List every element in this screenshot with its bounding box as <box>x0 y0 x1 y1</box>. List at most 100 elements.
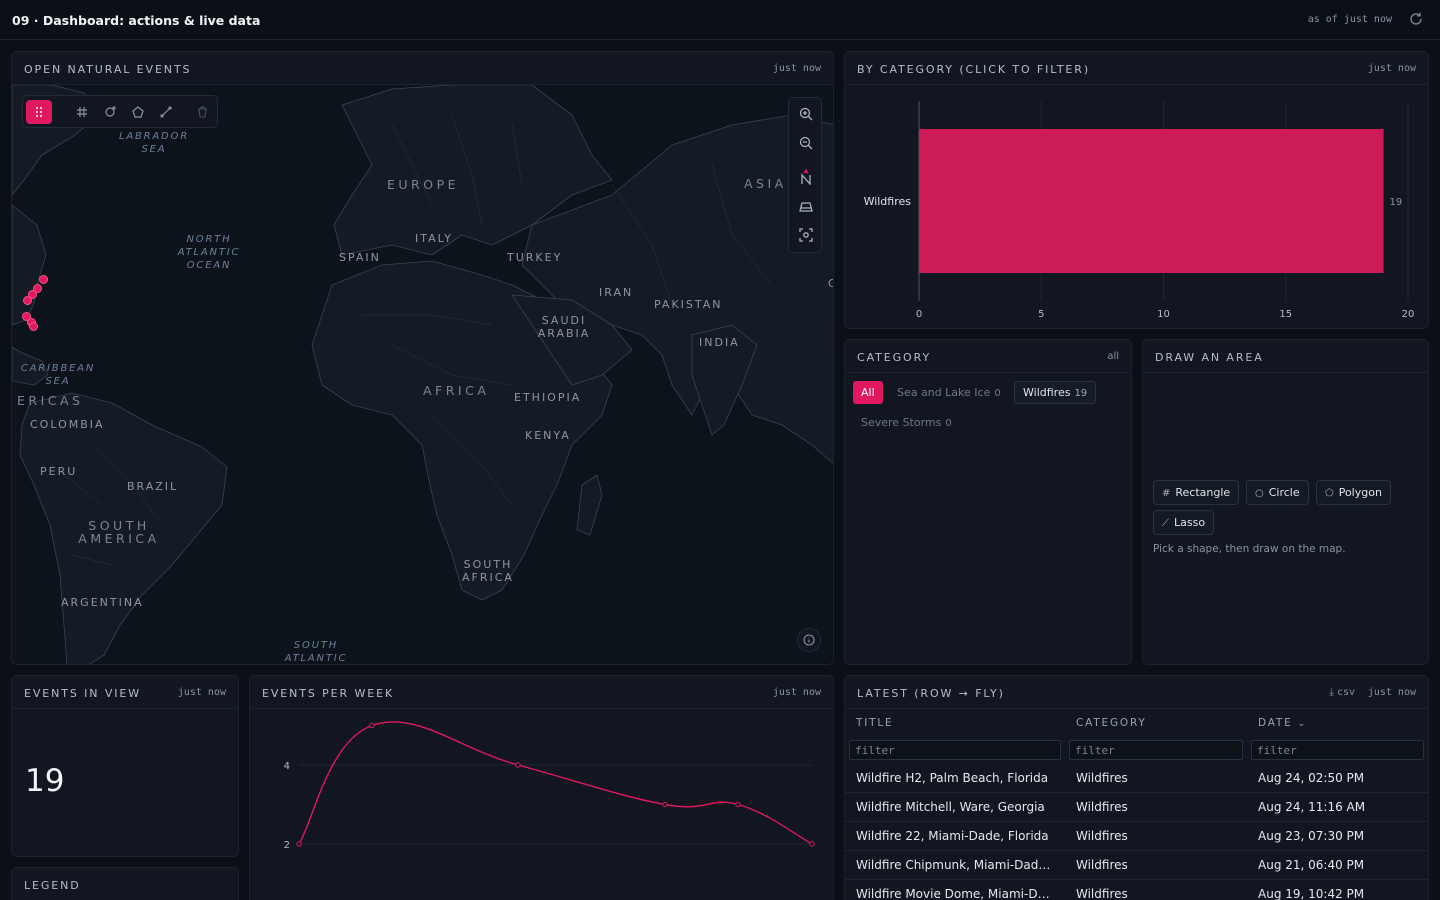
row-title: Wildfire Chipmunk, Miami-Dade, Florida <box>856 858 1056 872</box>
fit-bounds-button[interactable] <box>789 221 823 249</box>
data-point <box>662 801 668 808</box>
tilt-icon <box>799 202 813 212</box>
refresh-icon[interactable] <box>1408 11 1424 27</box>
row-date: Aug 23, 07:30 PM <box>1258 829 1365 843</box>
category-chip-sea-lake-ice[interactable]: Sea and Lake Ice 0 <box>889 381 1009 404</box>
arabia-shape <box>511 294 633 386</box>
map-label-spain: SPAIN <box>339 251 381 264</box>
zoom-in-icon <box>799 107 813 121</box>
category-chip-wildfires[interactable]: Wildfires 19 <box>1014 381 1097 404</box>
column-header-date[interactable]: DATE ⌄ <box>1258 717 1305 729</box>
map-label-argentina: ARGENTINA <box>61 596 144 609</box>
circle-shape-icon <box>105 106 116 117</box>
category-chip-severe-storms[interactable]: Severe Storms 0 <box>853 411 960 434</box>
reset-north-button[interactable] <box>789 163 823 191</box>
event-marker[interactable] <box>33 284 42 293</box>
date-filter-input[interactable] <box>1251 740 1424 760</box>
chip-label: Wildfires <box>1023 386 1071 399</box>
table-row[interactable]: Wildfire Movie Dome, Miami-Dade, Florida… <box>845 880 1428 900</box>
map-label-south-africa: SOUTH AFRICA <box>462 558 514 584</box>
chip-label: All <box>861 386 875 399</box>
category-bar-chart[interactable]: 0 5 10 15 20 Wildfires 19 <box>845 85 1429 329</box>
map-label-labrador-sea: LABRADOR SEA <box>119 131 189 155</box>
event-marker[interactable] <box>29 322 38 331</box>
fit-view-icon <box>799 228 813 242</box>
data-point <box>735 801 741 808</box>
event-marker[interactable] <box>39 275 48 284</box>
bar-value-label: 19 <box>1390 197 1403 208</box>
csv-download-button[interactable]: ⤓ csv <box>1329 687 1355 698</box>
category-filter-input[interactable] <box>1069 740 1243 760</box>
lasso-tool-button[interactable] <box>153 100 179 124</box>
row-category: Wildfires <box>1076 800 1128 814</box>
map-label-caribbean: CARIBBEAN SEA <box>20 363 96 387</box>
row-title: Wildfire Mitchell, Ware, Georgia <box>856 800 1045 814</box>
draw-rectangle-button[interactable]: # Rectangle <box>1153 480 1240 505</box>
by-category-panel: BY CATEGORY (CLICK TO FILTER) just now 0… <box>844 51 1429 329</box>
map-updated: just now <box>772 63 821 74</box>
column-header-category[interactable]: CATEGORY <box>1076 717 1147 729</box>
title-filter-input[interactable] <box>849 740 1061 760</box>
legend-title: LEGEND <box>24 879 81 892</box>
events-in-view-header: EVENTS IN VIEW just now <box>12 676 238 709</box>
map-landmass[interactable] <box>12 85 834 665</box>
draw-polygon-button[interactable]: ⬠ Polygon <box>1316 480 1391 505</box>
pan-tool-button[interactable] <box>26 100 52 124</box>
hash-icon <box>77 107 87 117</box>
map-label-south-america: SOUTH AMERICA <box>78 518 160 546</box>
legend-panel: LEGEND <box>11 867 239 900</box>
table-row[interactable]: Wildfire Chipmunk, Miami-Dade, Florida W… <box>845 851 1428 880</box>
row-title: Wildfire 22, Miami-Dade, Florida <box>856 829 1049 843</box>
table-row[interactable]: Wildfire H2, Palm Beach, Florida Wildfir… <box>845 764 1428 793</box>
category-chip-all[interactable]: All <box>853 381 883 404</box>
events-map[interactable]: LABRADOR SEA NORTH ATLANTIC OCEAN CARIBB… <box>12 85 833 664</box>
events-in-view-title: EVENTS IN VIEW <box>24 687 142 700</box>
map-label-turkey: TURKEY <box>507 251 563 264</box>
latest-updated: just now <box>1367 687 1416 698</box>
events-per-week-chart[interactable]: 24 <box>250 709 834 900</box>
table-row[interactable]: Wildfire Mitchell, Ware, Georgia Wildfir… <box>845 793 1428 822</box>
by-category-updated: just now <box>1367 63 1416 74</box>
circle-tool-button[interactable] <box>97 100 123 124</box>
zoom-in-button[interactable] <box>789 100 823 128</box>
pitch-toggle-button[interactable] <box>789 193 823 221</box>
delete-shape-button[interactable] <box>189 100 215 124</box>
hash-icon: # <box>1162 488 1171 499</box>
as-of-label: as of just now <box>1307 14 1392 25</box>
draw-circle-button[interactable]: ○ Circle <box>1246 480 1309 505</box>
map-panel-header: OPEN NATURAL EVENTS just now <box>12 52 833 85</box>
by-category-title: BY CATEGORY (CLICK TO FILTER) <box>857 63 1091 76</box>
event-marker[interactable] <box>22 312 31 321</box>
category-panel: CATEGORY all All Sea and Lake Ice 0 Wildf… <box>844 339 1132 665</box>
x-tick-label: 20 <box>1402 309 1415 320</box>
draw-area-title: DRAW AN AREA <box>1155 351 1264 364</box>
event-marker[interactable] <box>23 296 32 305</box>
data-point <box>296 841 302 847</box>
map-label-ethiopia: ETHIOPIA <box>514 391 582 404</box>
map-attribution-button[interactable] <box>797 628 821 652</box>
polygon-label: Polygon <box>1338 486 1382 499</box>
zoom-out-button[interactable] <box>789 129 823 157</box>
polygon-tool-button[interactable] <box>125 100 151 124</box>
bar <box>919 129 1384 273</box>
lasso-label: Lasso <box>1174 516 1206 529</box>
lasso-icon: ⟋ <box>1162 518 1169 529</box>
draw-area-header: DRAW AN AREA <box>1143 340 1428 373</box>
event-marker[interactable] <box>28 290 37 299</box>
map-label-edge: C <box>828 277 833 290</box>
africa-shape <box>311 260 613 601</box>
rectangle-tool-button[interactable] <box>69 100 95 124</box>
circle-label: Circle <box>1268 486 1300 499</box>
category-title: CATEGORY <box>857 351 932 364</box>
map-label-europe: EUROPE <box>387 177 460 192</box>
map-panel-title: OPEN NATURAL EVENTS <box>24 63 192 76</box>
y-tick-label: 4 <box>284 761 290 772</box>
europe-shape <box>333 85 613 256</box>
draw-lasso-button[interactable]: ⟋ Lasso <box>1153 510 1215 535</box>
column-header-title[interactable]: TITLE <box>856 717 894 729</box>
map-label-iran: IRAN <box>599 286 634 299</box>
row-title: Wildfire H2, Palm Beach, Florida <box>856 771 1049 785</box>
table-row[interactable]: Wildfire 22, Miami-Dade, Florida Wildfir… <box>845 822 1428 851</box>
north-america-east-shape <box>12 204 47 326</box>
